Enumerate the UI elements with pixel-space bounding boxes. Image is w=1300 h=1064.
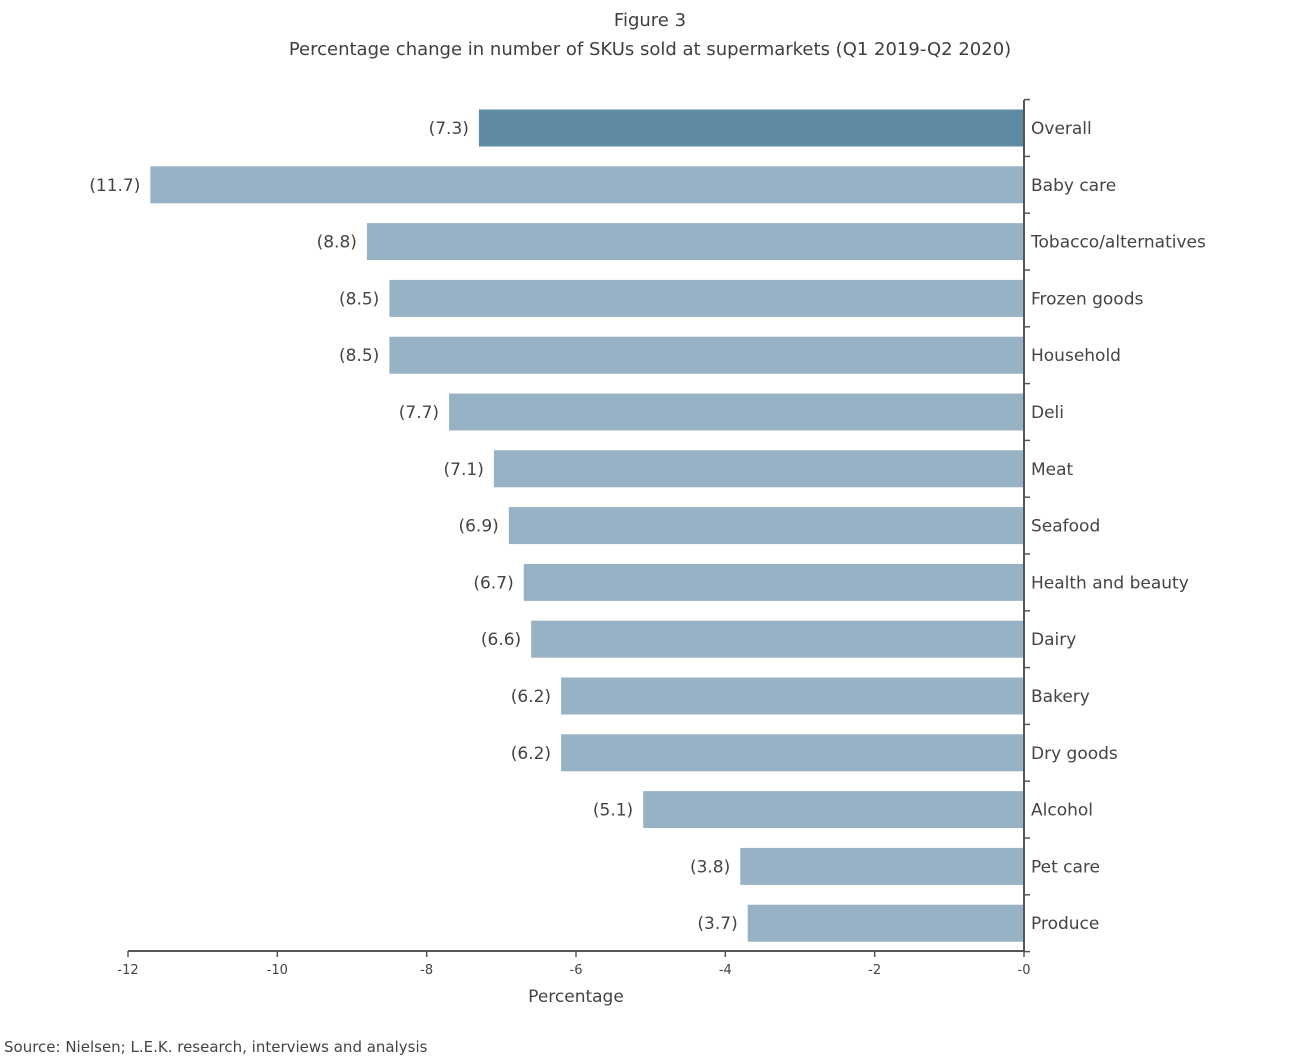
category-label: Overall [1031, 119, 1092, 139]
data-label: (3.8) [690, 857, 730, 877]
data-label: (8.5) [339, 289, 379, 309]
data-label: (8.5) [339, 346, 379, 366]
x-tick-label: -12 [117, 963, 138, 978]
data-label: (7.3) [429, 119, 469, 139]
category-label: Produce [1031, 914, 1099, 934]
category-label: Bakery [1031, 687, 1090, 707]
bar-deli [449, 393, 1025, 431]
data-label: (6.6) [481, 630, 521, 650]
x-axis-title: Percentage [528, 987, 624, 1007]
category-label: Dry goods [1031, 744, 1118, 764]
category-label: Household [1031, 346, 1121, 366]
data-label: (11.7) [89, 176, 140, 196]
bar-alcohol [643, 791, 1024, 829]
x-tick-label: -4 [719, 963, 732, 978]
data-label: (6.2) [511, 687, 551, 707]
data-label: (7.1) [444, 460, 484, 480]
category-label: Tobacco/alternatives [1030, 233, 1206, 253]
category-label: Meat [1031, 460, 1074, 480]
x-tick-label: -6 [570, 963, 583, 978]
category-label: Frozen goods [1031, 289, 1144, 309]
bar-produce [747, 904, 1024, 942]
chart-title: Percentage change in number of SKUs sold… [288, 39, 1012, 60]
data-label: (6.2) [511, 744, 551, 764]
category-label: Alcohol [1031, 801, 1093, 821]
bar-chart: (7.3) Overall (11.7) Baby care (8.8) Tobacco/… [89, 98, 1206, 1007]
x-tick-label: -8 [420, 963, 433, 978]
data-label: (3.7) [697, 914, 737, 934]
data-label: (7.7) [399, 403, 439, 423]
category-label: Pet care [1031, 857, 1100, 877]
bar-frozen-goods [389, 279, 1024, 317]
bar-health-and-beauty [523, 563, 1024, 601]
category-label: Seafood [1031, 517, 1100, 537]
x-tick-label: -0 [1018, 963, 1031, 978]
data-label: (6.7) [473, 573, 513, 593]
bar-bakery [561, 677, 1024, 715]
source-note: Source: Nielsen; L.E.K. research, interv… [4, 1038, 428, 1056]
bar-dry-goods [561, 734, 1024, 772]
bar-pet-care [740, 847, 1024, 885]
bar-overall [478, 109, 1024, 147]
figure-label: Figure 3 [613, 10, 687, 31]
x-tick-label: -2 [868, 963, 881, 978]
bar-dairy [531, 620, 1024, 658]
bar-seafood [508, 507, 1024, 545]
data-label: (5.1) [593, 801, 633, 821]
category-label: Dairy [1031, 630, 1076, 650]
data-label: (6.9) [458, 517, 498, 537]
bar-household [389, 336, 1024, 374]
x-tick-label: -10 [267, 963, 288, 978]
bar-baby-care [150, 166, 1024, 204]
data-label: (8.8) [317, 233, 357, 253]
bar-tobacco-alternatives [366, 223, 1024, 261]
category-label: Health and beauty [1031, 573, 1189, 593]
category-label: Deli [1031, 403, 1064, 423]
bar-meat [493, 450, 1024, 488]
category-label: Baby care [1031, 176, 1116, 196]
